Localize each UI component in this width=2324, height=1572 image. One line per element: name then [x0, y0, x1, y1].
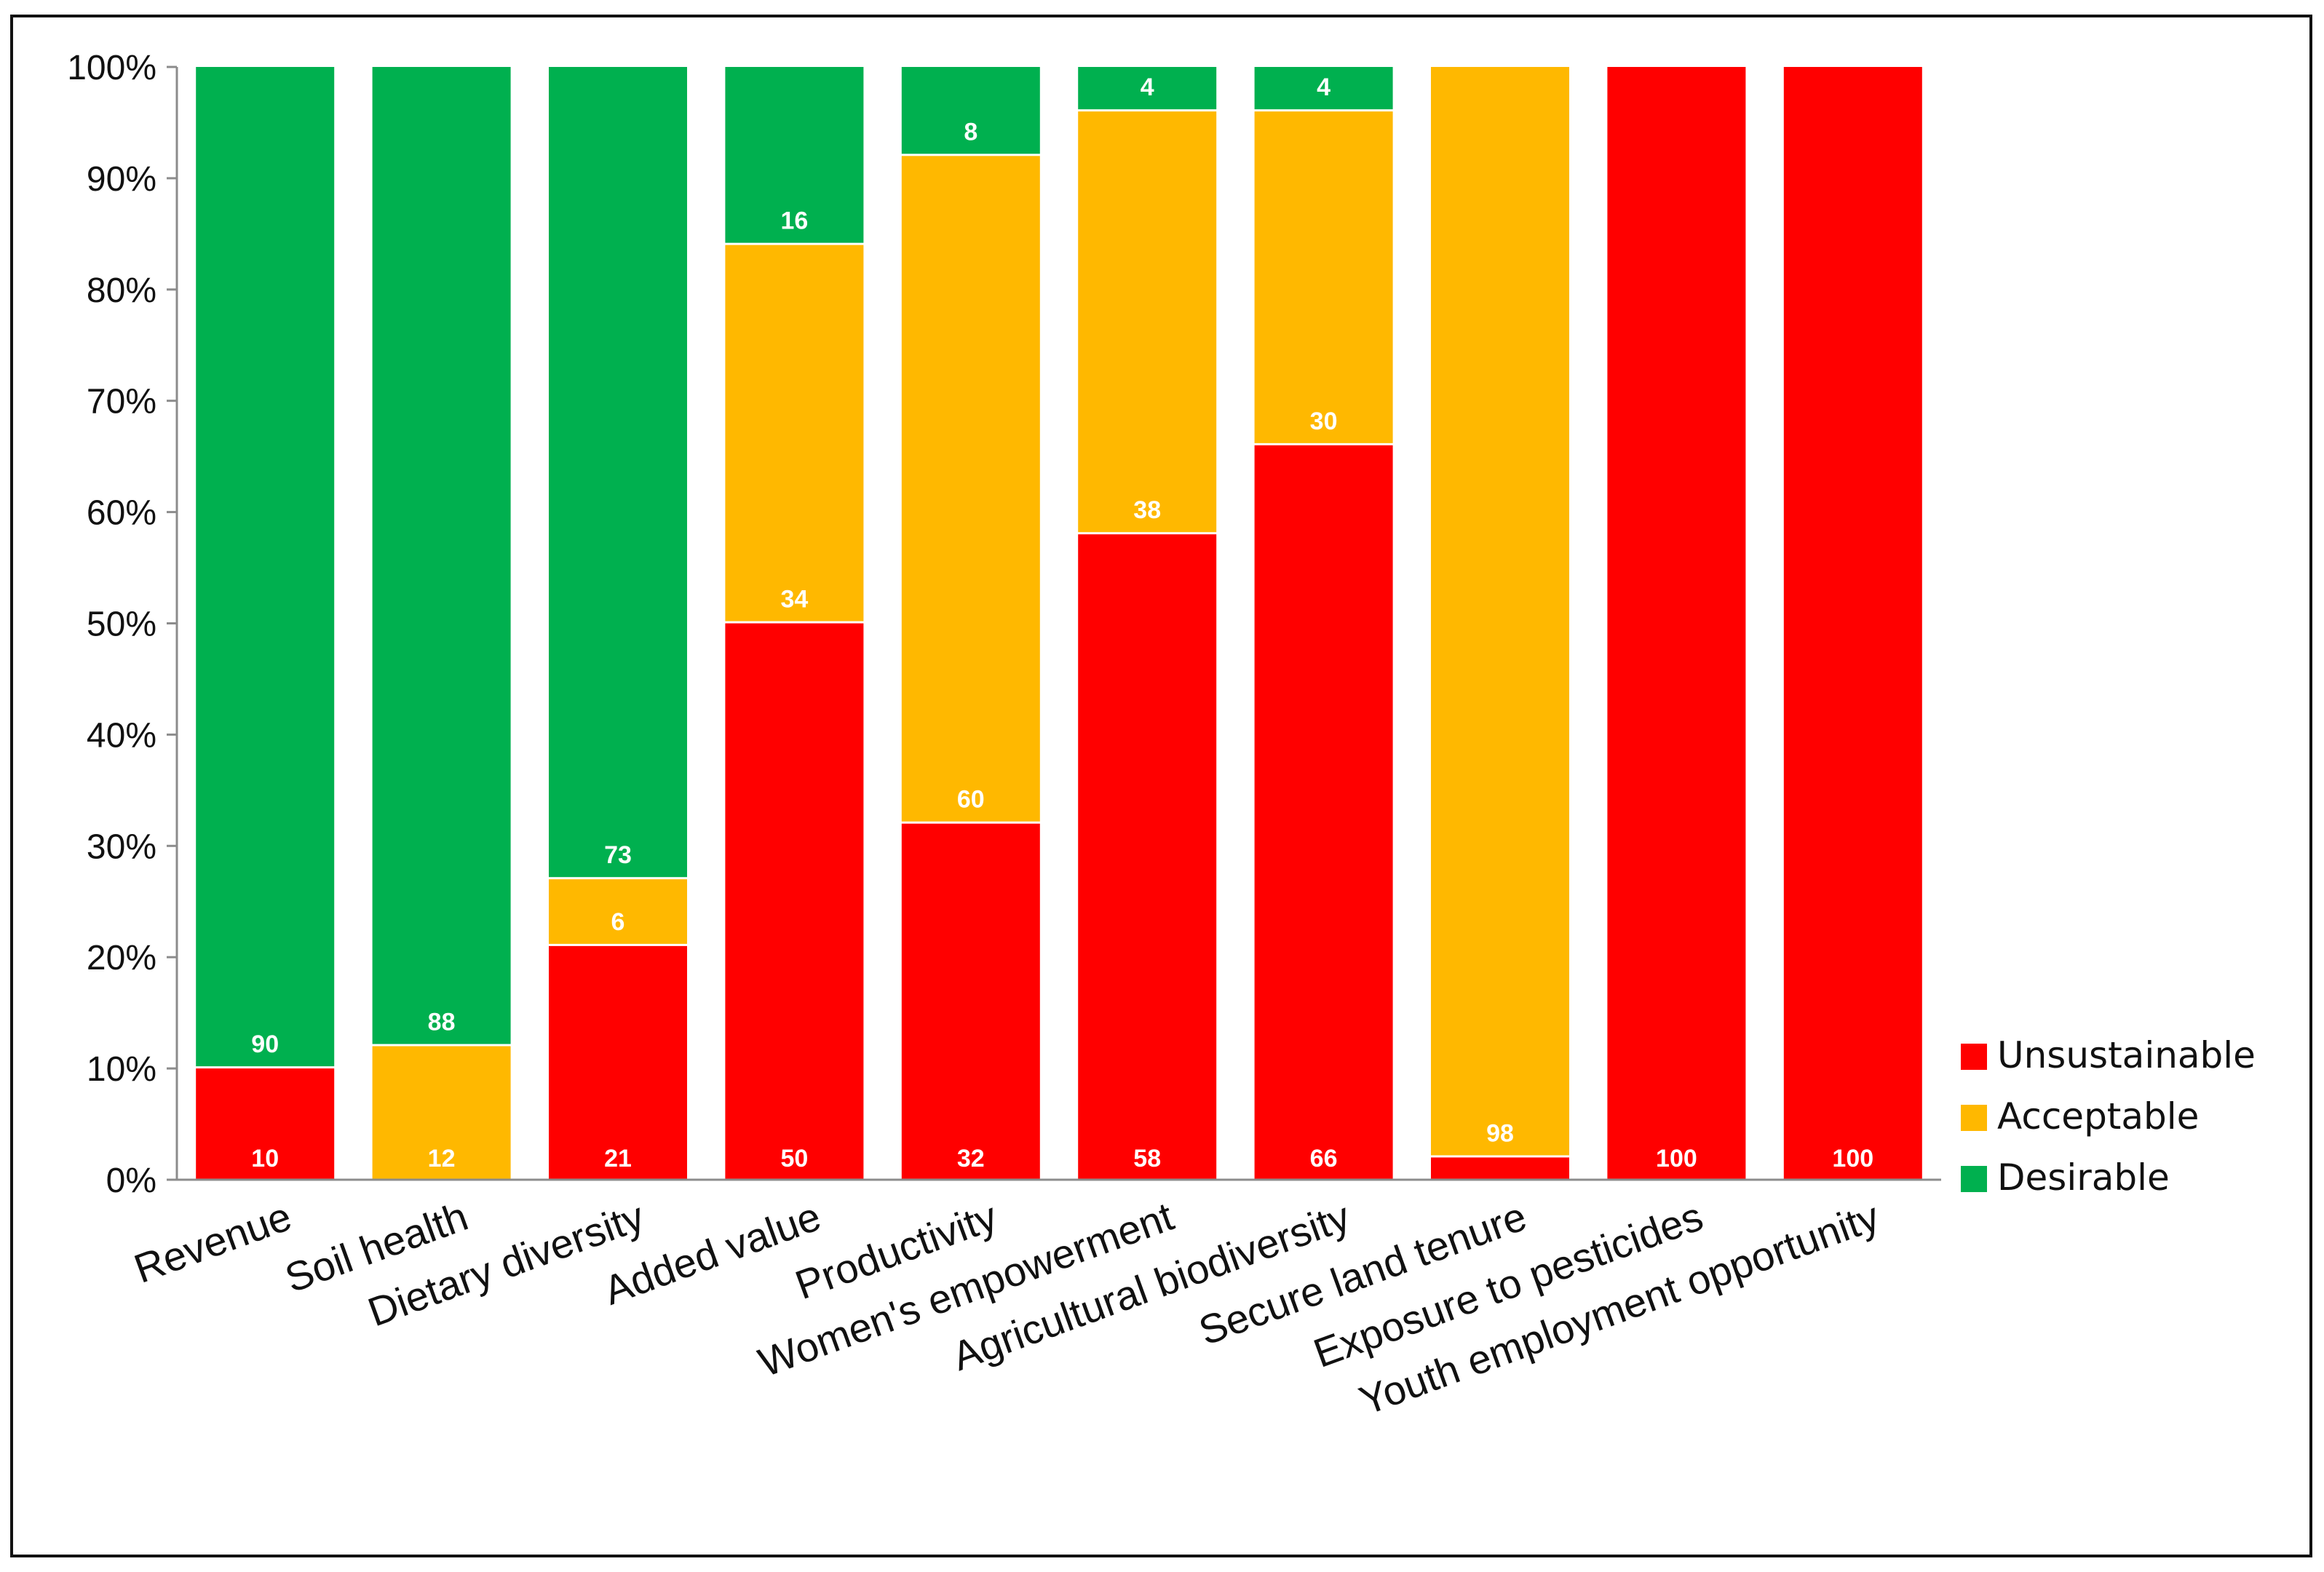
bar-segment-desirable — [372, 67, 511, 1044]
bar-segment-acceptable — [372, 1046, 511, 1180]
data-label: 38 — [1133, 496, 1161, 524]
bar-segment-unsustainable — [1431, 1157, 1569, 1180]
chart-frame: 0% 10% 20% 30% 40% 50% 60% 70% 80% 90% 100% 10 90 12… — [10, 15, 2312, 1557]
data-label: 8 — [964, 118, 977, 146]
y-tick-label: 80% — [87, 271, 156, 310]
bar-segment-unsustainable — [901, 823, 1040, 1180]
legend-label-unsustainable: Unsustainable — [1997, 1034, 2256, 1076]
y-axis: 0% 10% 20% 30% 40% 50% 60% 70% 80% 90% 100% — [67, 49, 178, 1200]
data-label: 60 — [957, 786, 985, 814]
y-tick-label: 60% — [87, 494, 156, 533]
y-tick-label: 50% — [87, 606, 156, 644]
bar-segment-acceptable — [1078, 111, 1217, 533]
stacked-bar-chart: 0% 10% 20% 30% 40% 50% 60% 70% 80% 90% 100% 10 90 12… — [67, 49, 2256, 1424]
legend: Unsustainable Acceptable Desirable — [1961, 1034, 2256, 1199]
legend-swatch-unsustainable — [1961, 1044, 1987, 1070]
y-tick-label: 100% — [67, 49, 156, 87]
y-tick-label: 70% — [87, 383, 156, 421]
legend-swatch-desirable — [1961, 1166, 1987, 1192]
data-label: 90 — [251, 1031, 279, 1058]
bar-segment-acceptable — [1254, 111, 1393, 443]
bar-segment-unsustainable — [1078, 534, 1217, 1180]
data-label: 30 — [1310, 408, 1338, 435]
y-tick-label: 30% — [87, 827, 156, 866]
data-label: 6 — [611, 908, 625, 936]
data-label: 100 — [1656, 1145, 1697, 1172]
data-label: 50 — [780, 1145, 808, 1172]
x-category-label: Revenue — [128, 1193, 297, 1292]
data-label: 100 — [1832, 1145, 1873, 1172]
bar-segment-unsustainable — [196, 1068, 335, 1180]
bar-segment-acceptable — [901, 156, 1040, 822]
bar-segment-unsustainable — [549, 945, 687, 1180]
bar-segment-acceptable — [549, 879, 687, 944]
data-label: 21 — [604, 1145, 632, 1172]
data-label: 58 — [1133, 1145, 1161, 1172]
bar-segment-unsustainable — [1783, 67, 1922, 1180]
y-tick-label: 0% — [106, 1162, 156, 1200]
bar-segment-desirable — [901, 67, 1040, 154]
bar-segment-unsustainable — [725, 623, 864, 1180]
data-label: 66 — [1310, 1145, 1338, 1172]
bar-segment-desirable — [1254, 67, 1393, 110]
bar-segment-desirable — [725, 67, 864, 243]
bar-segment-unsustainable — [1254, 445, 1393, 1180]
bars: 10 90 12 88 21 6 73 50 34 16 32 60 8 58 38 4 66 30 4 98 100 1… — [196, 67, 1922, 1180]
bar-segment-acceptable — [725, 245, 864, 622]
bar-segment-desirable — [196, 67, 335, 1067]
data-label: 98 — [1486, 1119, 1514, 1147]
legend-label-acceptable: Acceptable — [1997, 1095, 2199, 1138]
y-tick-label: 10% — [87, 1050, 156, 1089]
data-label: 73 — [604, 841, 632, 869]
data-label: 10 — [251, 1145, 279, 1172]
data-label: 16 — [780, 207, 808, 235]
legend-swatch-acceptable — [1961, 1105, 1987, 1131]
legend-label-desirable: Desirable — [1997, 1156, 2170, 1199]
bar-segment-acceptable — [1431, 67, 1569, 1156]
bar-segment-unsustainable — [1607, 67, 1746, 1180]
y-tick-label: 40% — [87, 716, 156, 755]
data-label: 34 — [780, 586, 808, 614]
y-tick-label: 90% — [87, 160, 156, 199]
bar-segment-desirable — [549, 67, 687, 878]
data-label: 88 — [428, 1009, 456, 1036]
y-tick-label: 20% — [87, 939, 156, 977]
data-label: 12 — [428, 1145, 456, 1172]
data-label: 4 — [1317, 74, 1330, 101]
bar-segment-desirable — [1078, 67, 1217, 110]
data-label: 32 — [957, 1145, 985, 1172]
data-label: 4 — [1141, 74, 1154, 101]
